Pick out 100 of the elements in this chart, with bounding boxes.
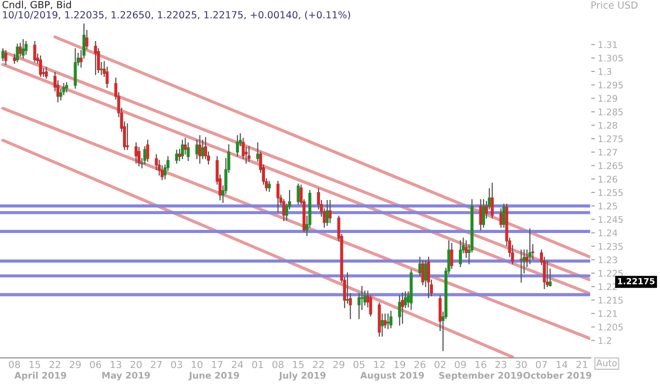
x-tick-label: 03 xyxy=(171,360,182,368)
y-tick-label: 1.205 xyxy=(598,324,623,331)
x-tick-label: 24 xyxy=(232,360,244,368)
x-tick-label: 30 xyxy=(516,360,527,368)
x-tick-label: 22 xyxy=(313,360,324,368)
y-tick-label: 1.27 xyxy=(598,148,617,156)
x-tick-label: 16 xyxy=(476,360,486,368)
candlestick xyxy=(482,199,486,228)
x-tick-label: 14 xyxy=(556,360,568,368)
y-tick-label: 1.29 xyxy=(598,95,618,102)
y-tick-label: 1.26 xyxy=(598,176,618,183)
y-tick-label: 1.265 xyxy=(598,162,623,170)
x-tick-label: 19 xyxy=(394,360,406,368)
candlestick xyxy=(427,256,430,298)
candlestick xyxy=(346,272,349,304)
x-tick-label: 29 xyxy=(70,360,81,368)
x-tick-label: 07 xyxy=(536,360,547,368)
candlestick xyxy=(268,180,271,192)
candlestick xyxy=(137,146,140,166)
x-tick-label: 15 xyxy=(30,360,40,368)
y-tick-label: 1.235 xyxy=(598,242,623,250)
x-tick-label: 23 xyxy=(495,360,506,368)
x-tick-label: 06 xyxy=(90,360,102,368)
text: September 2019 xyxy=(439,372,522,381)
candlestick xyxy=(74,48,77,89)
candlestick xyxy=(33,41,36,62)
y-tick-label: 1.23 xyxy=(598,256,618,264)
x-tick-label: 05 xyxy=(354,360,364,368)
candlestick xyxy=(276,180,280,212)
candlestick xyxy=(22,39,25,59)
candlestick xyxy=(39,56,42,77)
candlestick xyxy=(85,30,88,50)
y-tick-label: 1.25 xyxy=(598,202,617,210)
candlestick xyxy=(126,123,129,150)
y-tick-label: 1.3 xyxy=(598,68,612,75)
candlestick xyxy=(44,66,48,79)
x-tick-label: 17 xyxy=(212,360,223,368)
x-tick-label: 01 xyxy=(252,360,263,368)
x-tick-label: 13 xyxy=(110,360,122,368)
y-tick-label: 1.215 xyxy=(598,296,623,304)
x-tick-label: 12 xyxy=(374,360,385,368)
x-tick-label: 08 xyxy=(8,360,20,368)
text: October 2019 xyxy=(523,372,592,379)
y-tick-label: 1.285 xyxy=(598,108,623,116)
candlestick xyxy=(4,50,8,65)
candlestick xyxy=(100,62,103,75)
candlestick xyxy=(146,140,150,162)
x-tick-label: 29 xyxy=(333,360,344,368)
candlestick xyxy=(94,41,98,75)
y-tick-label: 1.255 xyxy=(598,189,623,196)
x-tick-label: 09 xyxy=(454,360,466,368)
candlestick xyxy=(479,199,482,230)
candlestick xyxy=(490,182,494,219)
y-tick-label: 1.245 xyxy=(598,216,623,223)
candlestick xyxy=(175,150,178,164)
x-tick-label: 15 xyxy=(293,360,304,368)
y-axis-title: Price USD xyxy=(591,1,638,9)
candlestick xyxy=(242,138,245,160)
candlestick xyxy=(296,184,300,205)
y-tick-label: 1.24 xyxy=(598,230,618,236)
y-tick-label: 1.305 xyxy=(598,54,623,62)
candlestick xyxy=(400,292,404,324)
text: Auto xyxy=(596,360,617,366)
y-tick-label: 1.295 xyxy=(598,82,623,88)
y-tick-label: 1.28 xyxy=(598,122,618,129)
candlestick xyxy=(328,200,332,224)
candlestick xyxy=(1,48,4,62)
candlestick xyxy=(520,249,523,283)
x-tick-label: 20 xyxy=(130,360,142,368)
y-tick-label: 1.2 xyxy=(598,337,612,344)
x-tick-label: 08 xyxy=(272,360,284,368)
candlestick xyxy=(180,140,184,160)
x-tick-label: 27 xyxy=(150,360,162,368)
candlestick xyxy=(360,286,364,310)
candlestick xyxy=(186,142,190,162)
candlestick xyxy=(398,295,402,326)
x-tick-label: 02 xyxy=(434,360,446,368)
candlestick xyxy=(546,260,549,288)
x-tick-label: 26 xyxy=(414,360,426,368)
candlestick xyxy=(386,313,390,330)
y-tick-label: 1.275 xyxy=(598,135,623,142)
text: June 2019 xyxy=(188,372,239,380)
candlestick xyxy=(528,228,532,264)
text: 1.22175 xyxy=(618,278,654,284)
text: April 2019 xyxy=(14,372,66,381)
candlestick xyxy=(65,82,68,92)
y-tick-label: 1.21 xyxy=(598,310,617,317)
chart-title: Cndl, GBP, Bid xyxy=(2,0,71,10)
candlestick xyxy=(458,240,462,267)
candlestick xyxy=(424,260,428,288)
candlestick xyxy=(389,310,392,328)
candlestick xyxy=(24,41,28,55)
candlestick xyxy=(236,135,239,156)
candlestick xyxy=(499,208,502,228)
y-tick-label: 1.31 xyxy=(598,41,617,48)
candlestick xyxy=(248,146,251,162)
candlestick xyxy=(16,44,19,62)
text: July 2019 xyxy=(278,372,326,381)
x-tick-label: 10 xyxy=(192,360,202,368)
chart-subtitle: 10/10/2019, 1.22035, 1.22650, 1.22025, 1.22175, +0.00140, (+0.11%) xyxy=(3,10,350,20)
